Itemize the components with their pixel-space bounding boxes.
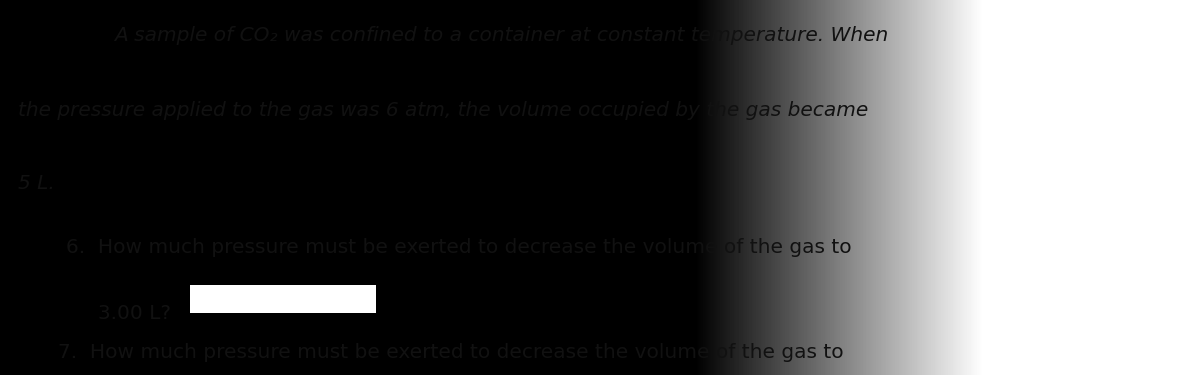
Text: 7.  How much pressure must be exerted to decrease the volume of the gas to: 7. How much pressure must be exerted to … xyxy=(58,343,844,362)
FancyBboxPatch shape xyxy=(190,285,376,313)
Text: 5 L.: 5 L. xyxy=(18,174,55,194)
Text: A sample of CO₂ was confined to a container at constant temperature. When: A sample of CO₂ was confined to a contai… xyxy=(114,26,888,45)
Text: 6.  How much pressure must be exerted to decrease the volume of the gas to: 6. How much pressure must be exerted to … xyxy=(66,238,852,257)
Text: 3.00 L?: 3.00 L? xyxy=(66,304,172,323)
Text: the pressure applied to the gas was 6 atm, the volume occupied by the gas became: the pressure applied to the gas was 6 at… xyxy=(18,101,869,120)
